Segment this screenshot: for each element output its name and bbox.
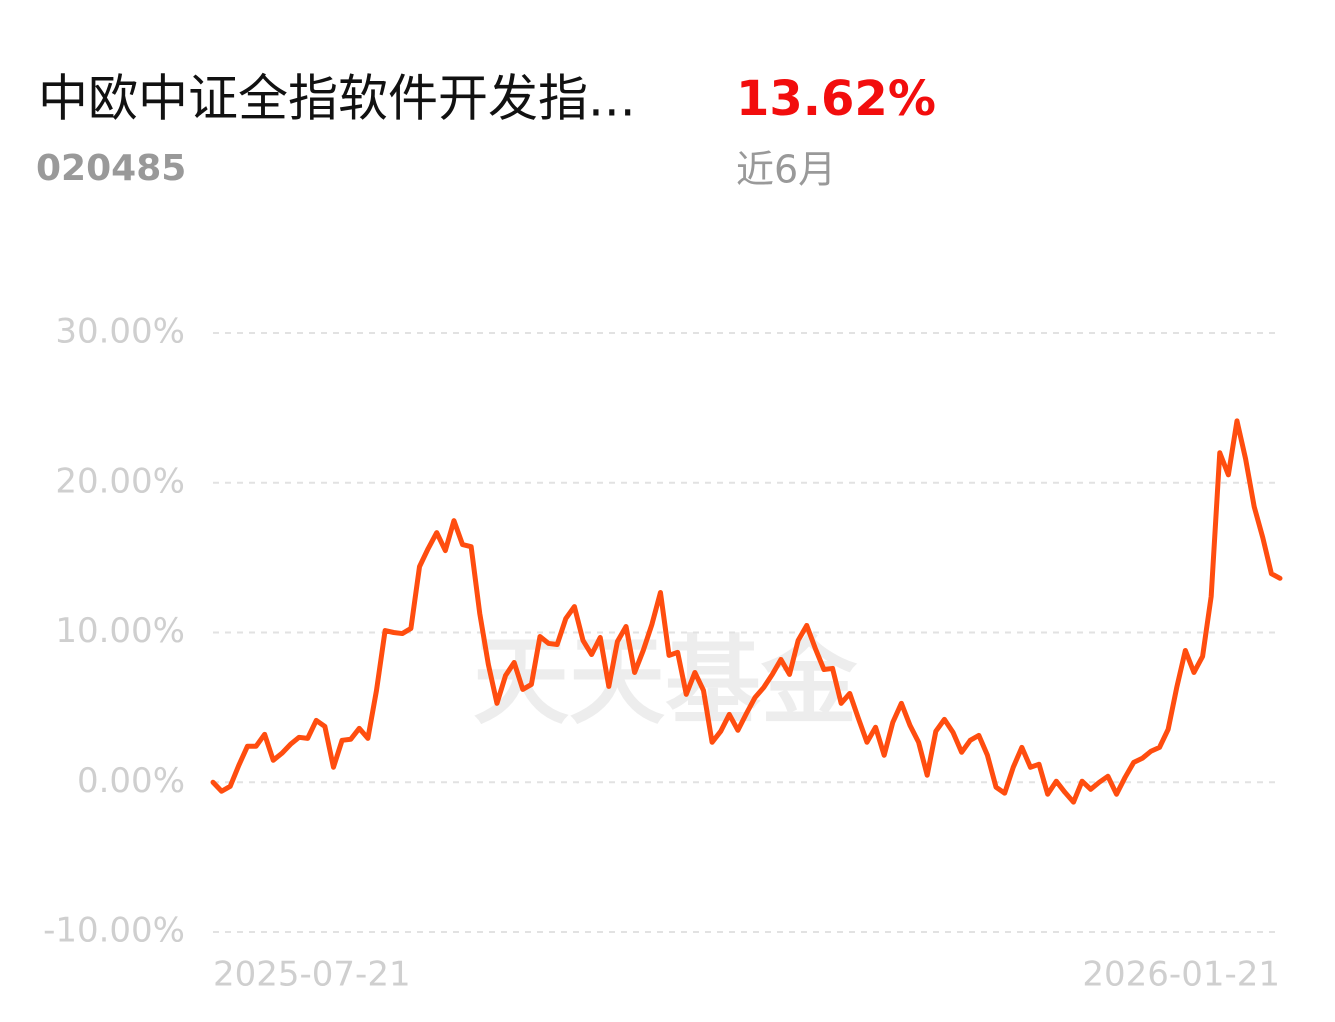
y-tick-label: 20.00% [55,461,185,501]
y-tick-label: 30.00% [55,312,185,352]
line [210,418,1283,805]
y-tick-label: -10.00% [43,911,185,951]
fund-code: 020485 [36,148,186,189]
period-return: 13.62% [736,71,936,127]
x-tick-label: 2025-07-21 [213,955,411,995]
period-label: 近6月 [736,148,836,192]
x-tick-label: 2026-01-21 [1082,955,1280,995]
y-tick-label: 0.00% [77,761,185,801]
chart-title: 中欧中证全指软件开发指... [38,70,636,128]
y-tick-label: 10.00% [55,611,185,651]
